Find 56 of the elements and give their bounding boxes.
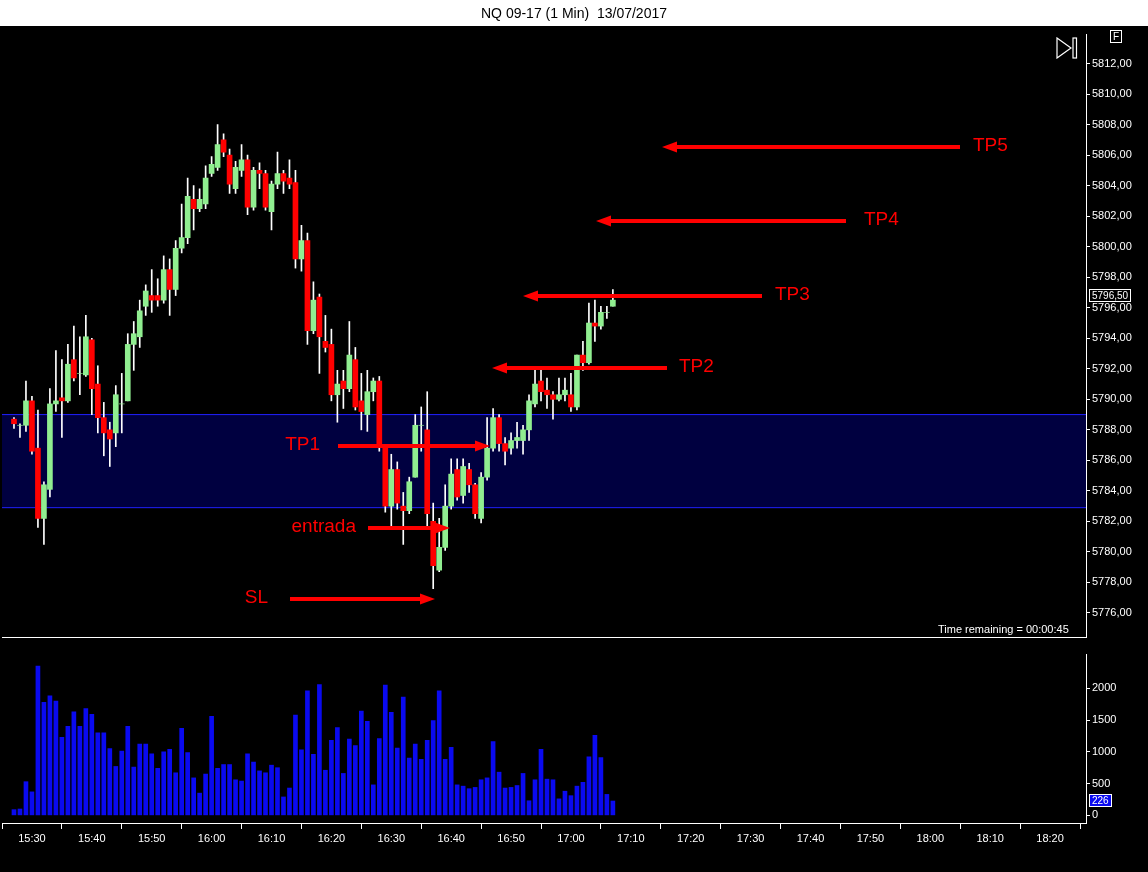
- x-tick-label: 18:00: [916, 831, 945, 844]
- candlestick: [400, 492, 407, 545]
- annotation: SL: [244, 586, 268, 608]
- y-tick-label: 5782,00: [1092, 514, 1132, 527]
- y-tick-label: 1500: [1092, 713, 1117, 726]
- y-tick-label: 5794,00: [1092, 331, 1132, 344]
- y-tick-label: 5784,00: [1092, 483, 1132, 496]
- y-tick-label: 2000: [1092, 681, 1117, 694]
- y-tick-label: 5786,00: [1092, 453, 1132, 466]
- x-tick-label: 17:50: [856, 831, 885, 844]
- x-tick-label: 16:10: [257, 831, 286, 844]
- y-tick-label: 5798,00: [1092, 270, 1132, 283]
- text: F: [1110, 30, 1123, 43]
- y-tick-label: 1000: [1092, 744, 1117, 757]
- x-tick-label: 18:20: [1036, 831, 1064, 844]
- annotation: TP1: [285, 433, 320, 455]
- y-tick-label: 5796,00: [1092, 300, 1132, 313]
- y-tick-label: 0: [1092, 808, 1099, 821]
- x-tick-label: 17:40: [796, 831, 825, 844]
- y-tick-label: 5800,00: [1092, 239, 1132, 252]
- annotation: entrada: [291, 515, 356, 537]
- y-tick-label: 5802,00: [1092, 209, 1132, 222]
- x-tick-label: 16:50: [497, 831, 525, 844]
- y-tick-label: 5810,00: [1092, 87, 1132, 100]
- x-tick-label: 17:20: [676, 831, 705, 844]
- y-tick-label: 500: [1092, 776, 1111, 789]
- annotation: TP3: [775, 283, 810, 305]
- y-tick-label: 5778,00: [1092, 575, 1132, 588]
- chart-title: NQ 09-17 (1 Min) 13/07/2017: [0, 0, 1148, 26]
- x-tick-label: 16:00: [197, 831, 226, 844]
- candlestick: [59, 359, 65, 438]
- y-tick-label: 5780,00: [1092, 544, 1132, 557]
- y-tick-label: 5808,00: [1092, 117, 1132, 130]
- y-tick-label: 5776,00: [1092, 606, 1132, 619]
- x-tick-label: 15:40: [78, 831, 106, 844]
- text: 226: [1089, 794, 1112, 807]
- y-tick-label: 5788,00: [1092, 422, 1132, 435]
- x-tick-label: 17:00: [557, 831, 585, 844]
- text: 5796,50: [1089, 289, 1132, 302]
- x-tick-label: 17:30: [736, 831, 765, 844]
- annotation: TP2: [679, 355, 714, 377]
- annotation: TP5: [973, 134, 1008, 156]
- x-tick-label: 15:30: [18, 831, 46, 844]
- y-tick-label: 5804,00: [1092, 178, 1132, 191]
- annotation: TP4: [864, 208, 899, 230]
- x-tick-label: 17:10: [617, 831, 645, 844]
- y-tick-label: 5792,00: [1092, 361, 1132, 374]
- y-tick-label: 5790,00: [1092, 392, 1132, 405]
- x-tick-label: 16:40: [437, 831, 465, 844]
- annotation: Time remaining = 00:00:45: [938, 623, 1069, 635]
- y-tick-label: 5806,00: [1092, 148, 1132, 161]
- x-tick-label: 16:30: [377, 831, 406, 844]
- x-tick-label: 18:10: [976, 831, 1004, 844]
- y-tick-label: 5812,00: [1092, 56, 1132, 69]
- x-tick-label: 15:50: [137, 831, 166, 844]
- x-tick-label: 16:20: [317, 831, 346, 844]
